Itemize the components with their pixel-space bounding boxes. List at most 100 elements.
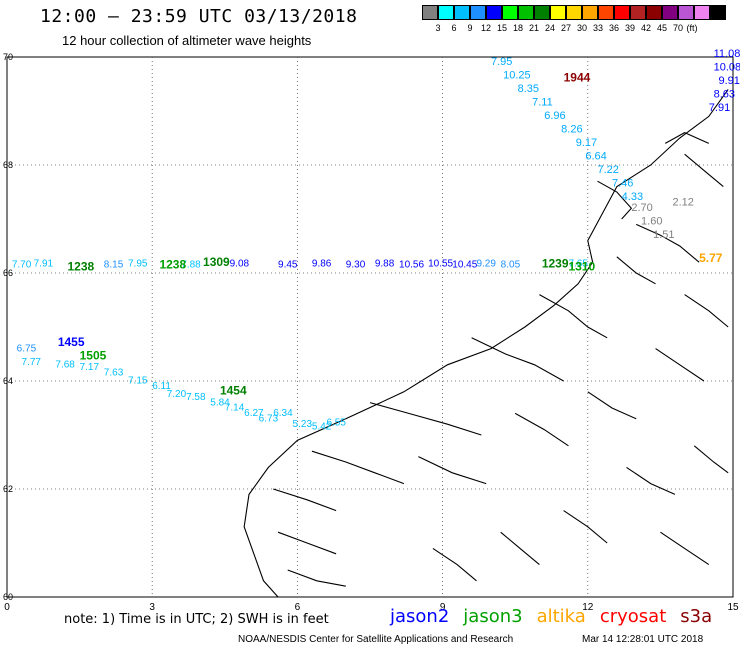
legend-jason2: jason2 <box>390 606 450 627</box>
coastline-segment <box>597 180 633 220</box>
wave-height-label: 6.75 <box>17 343 37 354</box>
lat-tick-label: 66 <box>3 268 13 278</box>
pass-time-label: 1505 <box>80 348 107 362</box>
wave-height-label: 10.55 <box>428 259 453 270</box>
wave-height-label: 6.73 <box>259 414 279 425</box>
wave-height-label: 9.30 <box>346 260 366 271</box>
wave-height-label: 10.08 <box>714 62 740 74</box>
wave-height-label: 9.88 <box>375 259 395 270</box>
coastline-segment <box>635 223 700 263</box>
wave-height-label: 6.11 <box>152 381 171 392</box>
lon-tick-label: 12 <box>582 602 594 613</box>
coastline-segment <box>369 402 482 436</box>
wave-height-label: 8.15 <box>104 260 124 271</box>
wave-height-label: 9.08 <box>230 259 250 270</box>
wave-height-label: 8.26 <box>561 124 582 136</box>
scale-label: 6 <box>451 23 457 33</box>
legend-jason3: jason3 <box>463 606 523 627</box>
scale-swatch <box>662 5 678 20</box>
scale-label: 36 <box>608 23 619 33</box>
lon-tick-label: 6 <box>295 602 301 613</box>
page-subtitle: 12 hour collection of altimeter wave hei… <box>62 33 312 48</box>
scale-label: 24 <box>544 23 555 33</box>
wave-height-label: 7.22 <box>597 164 618 176</box>
coastline-segment <box>514 412 569 447</box>
pass-time-label: 1309 <box>203 255 230 269</box>
legend-altika: altika <box>536 606 586 627</box>
wave-height-label: 6.55 <box>326 417 346 428</box>
wave-height-label: 10.56 <box>399 260 424 271</box>
coastline-segment <box>587 391 637 420</box>
legend-s3a: s3a <box>680 606 713 627</box>
wave-height-label: 6.34 <box>273 408 293 419</box>
pass-time-label: 1310 <box>568 259 595 273</box>
map-frame <box>6 56 734 598</box>
scale-label: 21 <box>528 23 539 33</box>
wave-height-label: 2.12 <box>673 197 694 209</box>
wave-height-label: 7.77 <box>22 357 42 368</box>
scale-swatch <box>518 5 534 20</box>
wave-height-label: 7.15 <box>128 376 148 387</box>
wave-height-label: 6.27 <box>244 408 264 419</box>
coastline-segment <box>664 131 710 144</box>
wave-height-label: 7.95 <box>128 259 148 270</box>
lon-tick-label: 15 <box>727 602 739 613</box>
scale-swatch <box>566 5 582 20</box>
wave-height-label: 7.70 <box>12 260 32 271</box>
wave-height-label: 9.91 <box>718 75 739 87</box>
wave-height-label: 2.70 <box>631 202 652 214</box>
page-title: 12:00 – 23:59 UTC 03/13/2018 <box>40 6 358 27</box>
scale-swatch <box>694 5 710 20</box>
coastline-segment <box>273 488 337 512</box>
coastline-segment <box>311 450 405 485</box>
scale-label: 9 <box>467 23 473 33</box>
pass-time-label: 1238 <box>159 258 186 272</box>
coastline-segment <box>626 466 676 495</box>
coastline-segment <box>539 294 608 339</box>
wave-height-label: 7.91 <box>34 259 54 270</box>
coastline-segment <box>432 547 477 582</box>
scale-label: 15 <box>496 23 507 33</box>
scale-swatch <box>502 5 518 20</box>
scale-swatch <box>470 5 486 20</box>
scale-swatch <box>534 5 550 20</box>
scale-swatch <box>646 5 662 20</box>
lat-tick-label: 68 <box>3 160 13 170</box>
coastline-segment <box>500 531 540 566</box>
wave-height-label: 9.17 <box>576 137 597 149</box>
lat-tick-label: 64 <box>3 376 13 386</box>
scale-swatch <box>486 5 502 20</box>
pass-time-label: 5.77 <box>699 251 723 265</box>
lon-tick-label: 0 <box>4 602 10 613</box>
lat-tick-label: 60 <box>3 592 13 602</box>
wave-height-label: 10.25 <box>503 70 531 82</box>
pass-time-label: 1238 <box>68 259 95 273</box>
scale-label: 70 <box>672 23 683 33</box>
wave-height-label: 11.08 <box>714 48 740 60</box>
wave-height-label: 9.86 <box>312 259 332 270</box>
scale-swatch <box>678 5 694 20</box>
wave-height-label: 10.45 <box>452 260 477 271</box>
timestamp-text: Mar 14 12:28:01 UTC 2018 <box>582 634 704 645</box>
pass-time-label: 1454 <box>220 384 247 398</box>
coastline-segment <box>684 294 729 328</box>
wave-height-label: 7.68 <box>55 360 75 371</box>
wave-height-label: 4.33 <box>622 191 643 203</box>
scale-label: 12 <box>480 23 491 33</box>
wave-height-label: 7.58 <box>186 392 206 403</box>
scale-swatch <box>598 5 614 20</box>
wave-height-label: 8.05 <box>501 260 521 271</box>
wave-height-label: 7.20 <box>167 389 187 400</box>
coastline-segment <box>655 348 705 382</box>
wave-height-label: 8.63 <box>714 89 735 101</box>
map-axes: 70 68 66 64 62 600 3 6 9 12 15 <box>3 52 739 613</box>
scale-label: 3 <box>435 23 441 33</box>
lon-tick-label: 3 <box>149 602 155 613</box>
wave-height-label: 1.60 <box>641 215 662 227</box>
wave-height-label: 7.95 <box>491 56 512 68</box>
scale-swatch <box>582 5 598 20</box>
coastline-segment <box>277 531 337 555</box>
scale-swatch <box>550 5 566 20</box>
scale-unit: (ft) <box>686 23 698 33</box>
legend-cryosat: cryosat <box>599 606 667 627</box>
